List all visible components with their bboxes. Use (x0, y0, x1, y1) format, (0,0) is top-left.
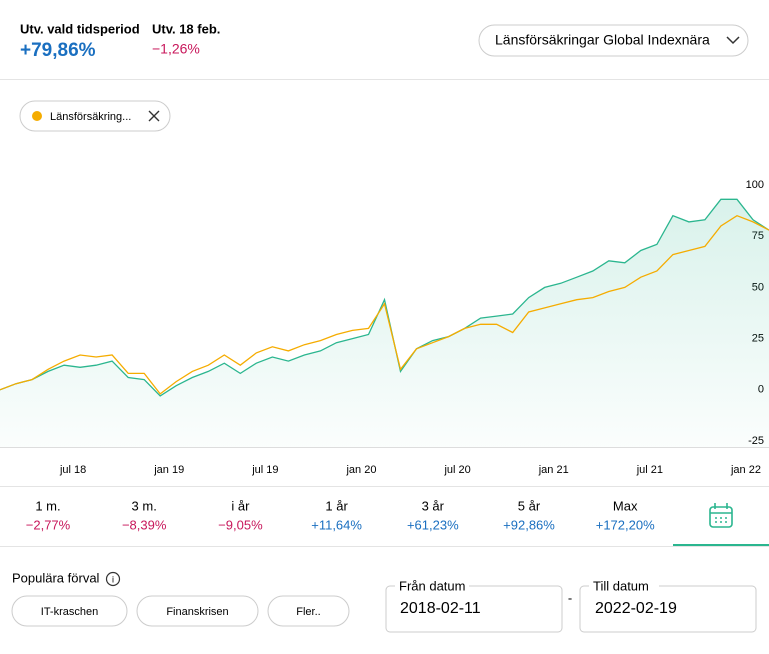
period-value: +92,86% (503, 517, 555, 532)
preset-label: Fler.. (296, 606, 320, 618)
period-value: −9,05% (218, 517, 263, 532)
x-tick-label: jul 20 (443, 464, 470, 476)
period-tab[interactable] (192, 487, 288, 545)
remove-icon[interactable] (148, 110, 160, 122)
info-i: i (112, 574, 114, 584)
preset-button[interactable] (136, 595, 259, 627)
x-tick-label: jan 20 (345, 464, 376, 476)
preset-buttons: IT-kraschen Finanskrisen Fler.. (11, 595, 350, 627)
period-tab[interactable] (481, 487, 577, 545)
fund-select[interactable] (478, 24, 749, 57)
series-line (0, 198, 769, 397)
period-label: Utv. vald tidsperiod (20, 21, 140, 36)
period-label: 3 år (422, 498, 445, 513)
period-label: i år (231, 498, 250, 513)
preset-button[interactable] (267, 595, 350, 627)
period-tab[interactable] (289, 487, 385, 545)
label-bg (589, 580, 659, 592)
from-label: Från datum (399, 578, 465, 593)
y-tick-label: 100 (746, 179, 764, 191)
area-fill (0, 199, 769, 447)
chevron (726, 36, 740, 45)
x-tick-label: jan 19 (153, 464, 184, 476)
presets-title: Populära förval (12, 570, 100, 585)
period-label: 1 år (325, 498, 348, 513)
label-bg (395, 580, 469, 592)
period-tabs: 1 m. −2,77% 3 m. −8,39% i år −9,05% 1 år +11,64… (0, 487, 673, 545)
period-value: +79,86% (20, 40, 96, 61)
calendar-icon[interactable] (709, 503, 733, 528)
legend-dot (32, 111, 42, 121)
preset-label: IT-kraschen (41, 606, 98, 618)
period-value: +61,23% (407, 517, 459, 532)
period-label: 1 m. (35, 498, 60, 513)
legend-chip[interactable] (19, 100, 171, 132)
series-line (0, 214, 769, 395)
period-tab[interactable] (96, 487, 192, 545)
day-value: −1,26% (152, 41, 200, 57)
day-label: Utv. 18 feb. (152, 21, 220, 36)
fund-select-text: Länsförsäkringar Global Indexnära (495, 32, 710, 48)
from-date: 2018-02-11 (400, 600, 481, 617)
x-tick-label: jan 22 (730, 464, 761, 476)
period-tab[interactable] (385, 487, 481, 545)
period-value: −2,77% (26, 517, 71, 532)
preset-label: Finanskrisen (166, 606, 228, 618)
x-tick-label: jul 21 (636, 464, 663, 476)
to-label: Till datum (593, 578, 649, 593)
legend-text: Länsförsäkring... (50, 111, 131, 123)
period-value: +172,20% (596, 517, 655, 532)
info-icon[interactable] (105, 571, 121, 587)
from-input[interactable] (385, 585, 563, 633)
date-separator: - (568, 590, 572, 605)
period-tab[interactable] (577, 487, 673, 545)
period-label: Max (613, 498, 638, 513)
period-value: −8,39% (122, 517, 167, 532)
period-label: 5 år (518, 498, 541, 513)
to-date: 2022-02-19 (595, 600, 677, 617)
to-input[interactable] (579, 585, 757, 633)
preset-button[interactable] (11, 595, 128, 627)
period-value: +11,64% (311, 517, 362, 532)
x-tick-label: jul 19 (251, 464, 278, 476)
x-tick-label: jan 21 (538, 464, 569, 476)
period-label: 3 m. (132, 498, 157, 513)
period-tab[interactable] (0, 487, 96, 545)
x-tick-label: jul 18 (59, 464, 86, 476)
